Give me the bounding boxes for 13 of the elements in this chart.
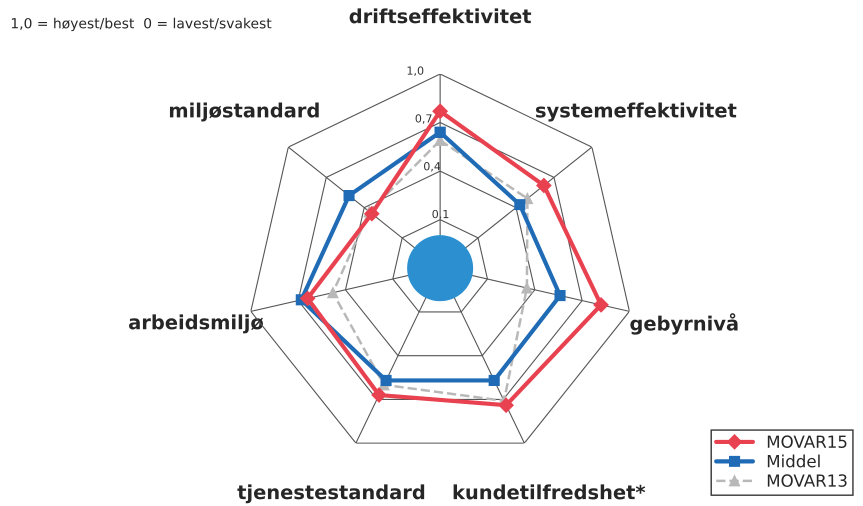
spoke-label: miljøstandard	[170, 102, 319, 122]
legend-label: MOVAR15	[768, 435, 846, 448]
spoke-label: gebyrnivå	[630, 313, 738, 335]
spoke-label: systemeffektivitet	[536, 102, 736, 122]
spoke-label: tjenestestandard	[237, 484, 424, 504]
y-tick-label: 1,0	[408, 66, 424, 76]
text: 1,0 = høyest/best 0 = lavest/svakest	[12, 18, 272, 32]
spoke-label: driftseffektivitet	[350, 8, 532, 24]
y-tick-label: 0,7	[416, 114, 432, 124]
legend-label: MOVAR13	[768, 474, 847, 487]
spoke-label: kundetilfredshet*	[454, 484, 646, 500]
spoke-label: arbeidsmiljø	[129, 314, 263, 334]
legend-label: Middel	[768, 454, 820, 468]
